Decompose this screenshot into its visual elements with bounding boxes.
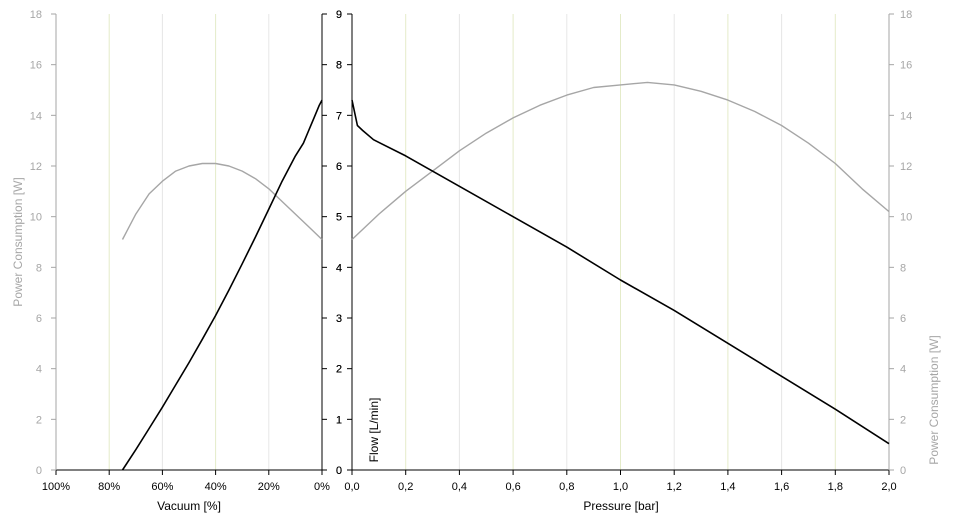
x-tick-label: 20% bbox=[258, 481, 280, 493]
x-tick-label: 0,6 bbox=[505, 481, 520, 493]
flow-curve-vacuum bbox=[121, 99, 323, 471]
pressure-axis-title: Pressure [bar] bbox=[583, 499, 658, 513]
power-curve-vacuum bbox=[121, 162, 323, 241]
labels-layer: 100% 80% 60% 40% 20% 0%0246810121416180123456… bbox=[30, 9, 913, 493]
left-y-tick-label: 16 bbox=[30, 60, 42, 72]
x-tick-label: 1,2 bbox=[667, 481, 682, 493]
left-y-tick-label: 14 bbox=[30, 110, 42, 122]
right-y-tick-label: 0 bbox=[900, 465, 906, 477]
left-y-tick-label: 4 bbox=[36, 364, 42, 376]
right-y-tick-label: 6 bbox=[900, 313, 906, 325]
x-tick-label: 1,0 bbox=[613, 481, 628, 493]
left-y-tick-label: 8 bbox=[336, 60, 342, 72]
right-power-axis-title: Power Consumption [W] bbox=[927, 335, 941, 464]
x-tick-label: 80% bbox=[98, 481, 120, 493]
left-y-tick-label: 4 bbox=[336, 262, 342, 274]
right-y-tick-label: 1 bbox=[336, 414, 342, 426]
left-y-tick-label: 3 bbox=[336, 313, 342, 325]
x-tick-label: 0,8 bbox=[559, 481, 574, 493]
axes-layer bbox=[51, 13, 894, 475]
left-y-tick-label: 0 bbox=[336, 465, 342, 477]
x-tick-label: 40% bbox=[205, 481, 227, 493]
right-y-tick-label: 5 bbox=[336, 212, 342, 224]
right-y-tick-label: 4 bbox=[336, 262, 342, 274]
x-tick-label: 0% bbox=[314, 481, 330, 493]
right-y-tick-label: 6 bbox=[336, 161, 342, 173]
right-y-tick-label: 2 bbox=[336, 364, 342, 376]
left-y-tick-label: 2 bbox=[36, 414, 42, 426]
series-layer bbox=[121, 81, 890, 471]
left-y-tick-label: 12 bbox=[30, 161, 42, 173]
flow-curve-pressure bbox=[351, 99, 890, 445]
grid-layer bbox=[108, 14, 836, 470]
x-tick-label: 2,0 bbox=[881, 481, 896, 493]
left-y-tick-label: 8 bbox=[36, 262, 42, 274]
x-tick-label: 1,6 bbox=[774, 481, 789, 493]
left-y-tick-label: 5 bbox=[336, 212, 342, 224]
right-y-tick-label: 7 bbox=[336, 110, 342, 122]
power-curve-pressure bbox=[351, 81, 890, 241]
left-y-tick-label: 0 bbox=[36, 465, 42, 477]
left-power-axis-title: Power Consumption [W] bbox=[11, 177, 25, 306]
left-y-tick-label: 18 bbox=[30, 9, 42, 21]
x-tick-label: 60% bbox=[151, 481, 173, 493]
flow-axis-title: Flow [L/min] bbox=[367, 398, 381, 463]
right-y-tick-label: 16 bbox=[900, 60, 912, 72]
right-y-tick-label: 10 bbox=[900, 212, 912, 224]
left-y-tick-label: 7 bbox=[336, 110, 342, 122]
right-y-tick-label: 4 bbox=[900, 364, 906, 376]
left-y-tick-label: 2 bbox=[336, 364, 342, 376]
right-y-tick-label: 0 bbox=[336, 465, 342, 477]
right-y-tick-label: 8 bbox=[900, 262, 906, 274]
right-y-tick-label: 9 bbox=[336, 9, 342, 21]
left-y-tick-label: 9 bbox=[336, 9, 342, 21]
vacuum-axis-title: Vacuum [%] bbox=[157, 499, 221, 513]
right-y-tick-label: 14 bbox=[900, 110, 912, 122]
left-y-tick-label: 10 bbox=[30, 212, 42, 224]
x-tick-label: 100% bbox=[42, 481, 70, 493]
right-y-tick-label: 2 bbox=[900, 414, 906, 426]
right-y-tick-label: 8 bbox=[336, 60, 342, 72]
left-y-tick-label: 6 bbox=[36, 313, 42, 325]
x-tick-label: 0,2 bbox=[398, 481, 413, 493]
x-tick-label: 1,4 bbox=[720, 481, 735, 493]
right-y-tick-label: 18 bbox=[900, 9, 912, 21]
x-tick-label: 0,0 bbox=[344, 481, 359, 493]
right-y-tick-label: 12 bbox=[900, 161, 912, 173]
x-tick-label: 1,8 bbox=[828, 481, 843, 493]
left-y-tick-label: 1 bbox=[336, 414, 342, 426]
right-y-tick-label: 3 bbox=[336, 313, 342, 325]
x-tick-label: 0,4 bbox=[452, 481, 467, 493]
left-y-tick-label: 6 bbox=[336, 161, 342, 173]
